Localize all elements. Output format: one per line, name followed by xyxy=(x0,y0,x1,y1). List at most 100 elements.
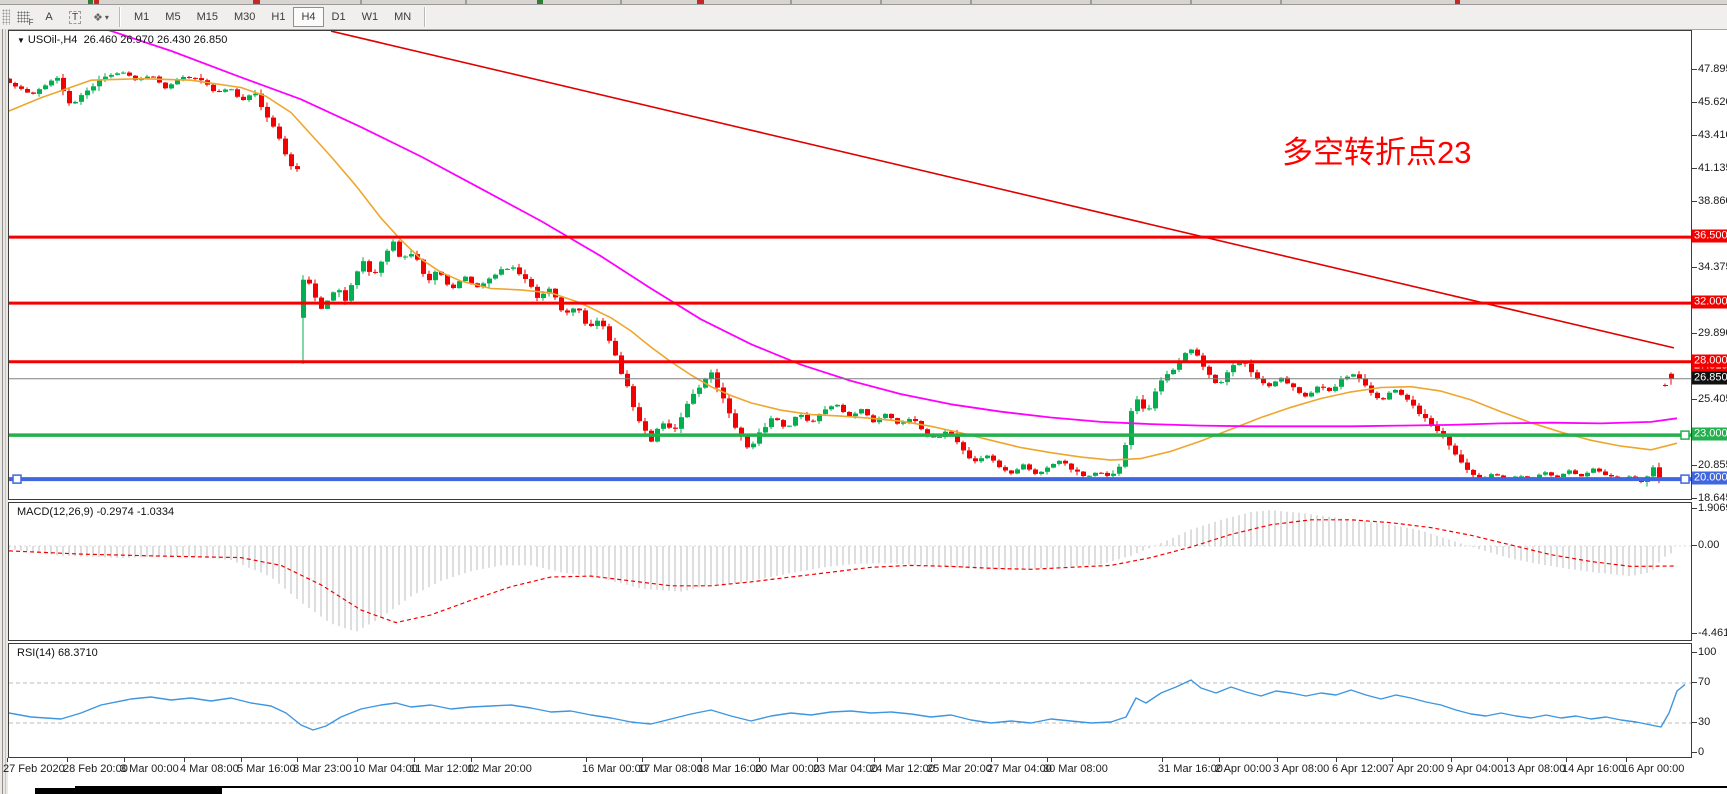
time-tick-mark xyxy=(1277,758,1278,762)
time-tick-label: 31 Mar 16:00 xyxy=(1158,763,1223,775)
arrow-tool-icon: A xyxy=(45,11,53,23)
time-tick-mark xyxy=(471,758,472,762)
timeframe-m5-button[interactable]: M5 xyxy=(165,11,181,23)
time-tick-mark xyxy=(1626,758,1627,762)
time-tick-mark xyxy=(642,758,643,762)
macd-indicator-panel[interactable]: MACD(12,26,9) -0.2974 -1.0334 xyxy=(8,502,1692,641)
price-tick-mark xyxy=(1692,267,1697,268)
rsi-tick-mark xyxy=(1692,682,1697,683)
rsi-tick-mark xyxy=(1692,652,1697,653)
chart-text-annotation[interactable]: 多空转折点23 xyxy=(1282,135,1472,170)
time-tick-label: 2 Apr 00:00 xyxy=(1215,763,1272,775)
macd-tick-mark xyxy=(1692,508,1697,509)
time-tick-label: 3 Apr 08:00 xyxy=(1273,763,1330,775)
price-tick-mark xyxy=(1692,168,1697,169)
toolbar-fragment xyxy=(1090,0,1092,4)
price-tick-mark xyxy=(1692,465,1697,466)
scrollbar-thumb[interactable] xyxy=(35,788,222,794)
time-tick-mark xyxy=(1162,758,1163,762)
time-tick-label: 16 Mar 00:00 xyxy=(582,763,647,775)
hline-23[interactable] xyxy=(9,430,1691,440)
time-tick-mark xyxy=(357,758,358,762)
price-tick-mark xyxy=(1692,102,1697,103)
rsi-indicator-panel[interactable]: RSI(14) 68.3710 xyxy=(8,643,1692,758)
timeframe-m1-button[interactable]: M1 xyxy=(134,11,150,23)
time-tick-label: 20 Mar 00:00 xyxy=(755,763,820,775)
timeframe-h1-button[interactable]: H1 xyxy=(271,11,286,23)
price-tick-label: 18.645 xyxy=(1698,492,1727,504)
timeframe-m30-button[interactable]: M30 xyxy=(233,11,256,23)
time-tick-mark xyxy=(759,758,760,762)
time-tick-label: 27 Mar 04:00 xyxy=(987,763,1052,775)
time-tick-mark xyxy=(1219,758,1220,762)
time-tick-mark xyxy=(991,758,992,762)
time-tick-label: 7 Apr 20:00 xyxy=(1388,763,1445,775)
toolbar-fragment xyxy=(620,0,622,4)
time-tick-mark xyxy=(1047,758,1048,762)
price-tick-label: 20.855 xyxy=(1698,459,1727,471)
time-tick-mark xyxy=(1507,758,1508,762)
arrow-tool-button[interactable]: A xyxy=(37,6,61,28)
hline-20[interactable] xyxy=(9,474,1691,484)
symbol-dropdown-icon[interactable]: ▼ xyxy=(17,36,25,45)
toolbar-fragment xyxy=(970,0,972,4)
candlestick-chart-canvas[interactable] xyxy=(9,31,1691,499)
time-tick-mark xyxy=(817,758,818,762)
toolbar-fragment xyxy=(880,0,882,4)
time-tick-mark xyxy=(184,758,185,762)
toolbar-fragment xyxy=(537,0,543,4)
price-tick-label: 29.890 xyxy=(1698,327,1727,339)
price-level-badge: 20.000 xyxy=(1692,471,1727,485)
crosshair-grid-button[interactable]: F xyxy=(11,6,35,28)
macd-tick-mark xyxy=(1692,545,1697,546)
price-level-badge: 36.500 xyxy=(1692,229,1727,243)
price-level-badge: 23.000 xyxy=(1692,427,1727,441)
window-left-edge xyxy=(0,29,8,794)
price-tick-label: 38.860 xyxy=(1698,195,1727,207)
toolbar-fragment xyxy=(697,0,704,4)
scrollbar-track-line xyxy=(75,786,1727,788)
price-chart-panel[interactable]: ▼ USOil-,H4 26.460 26.970 26.430 26.850 xyxy=(8,30,1692,500)
text-tool-icon: T xyxy=(68,10,82,24)
time-tick-mark xyxy=(931,758,932,762)
time-tick-label: 9 Apr 04:00 xyxy=(1447,763,1504,775)
macd-signal-line xyxy=(9,519,1675,624)
shapes-tool-button[interactable]: ❖ ▾ xyxy=(89,6,113,28)
time-tick-label: 14 Apr 16:00 xyxy=(1562,763,1625,775)
price-level-badge: 26.850 xyxy=(1692,371,1727,385)
timeframe-h4-button[interactable]: H4 xyxy=(293,7,324,27)
price-tick-label: 45.620 xyxy=(1698,96,1727,108)
time-tick-label: 24 Mar 12:00 xyxy=(870,763,935,775)
timeframe-w1-button[interactable]: W1 xyxy=(361,11,379,23)
macd-label: MACD(12,26,9) -0.2974 -1.0334 xyxy=(17,506,175,518)
chart-title: ▼ USOil-,H4 26.460 26.970 26.430 26.850 xyxy=(17,34,227,46)
time-tick-label: 6 Apr 12:00 xyxy=(1332,763,1389,775)
time-tick-mark xyxy=(701,758,702,762)
price-level-badge: 28.000 xyxy=(1692,354,1727,368)
rsi-chart-canvas[interactable] xyxy=(9,644,1691,757)
time-tick-mark xyxy=(7,758,8,762)
chevron-down-icon: ▾ xyxy=(104,12,109,22)
text-tool-button[interactable]: T xyxy=(63,6,87,28)
time-tick-mark xyxy=(1336,758,1337,762)
time-tick-label: 17 Mar 08:00 xyxy=(638,763,703,775)
time-tick-label: 27 Feb 2020 xyxy=(3,763,65,775)
time-tick-mark xyxy=(414,758,415,762)
time-tick-mark xyxy=(297,758,298,762)
toolbar-fragment xyxy=(360,0,362,4)
price-tick-label: 43.410 xyxy=(1698,129,1727,141)
time-tick-label: 23 Mar 04:00 xyxy=(813,763,878,775)
macd-chart-canvas[interactable] xyxy=(9,503,1691,640)
time-tick-label: 16 Apr 00:00 xyxy=(1622,763,1685,775)
toolbar-fragment xyxy=(253,0,260,4)
toolbar-drag-handle[interactable] xyxy=(2,9,10,25)
price-tick-mark xyxy=(1692,201,1697,202)
timeframe-mn-button[interactable]: MN xyxy=(394,11,412,23)
timeframe-d1-button[interactable]: D1 xyxy=(331,11,346,23)
chart-ohlc-values: 26.460 26.970 26.430 26.850 xyxy=(83,34,228,46)
macd-tick-label: 1.9069 xyxy=(1698,502,1727,514)
rsi-tick-mark xyxy=(1692,752,1697,753)
macd-tick-mark xyxy=(1692,633,1697,634)
timeframe-m15-button[interactable]: M15 xyxy=(196,11,218,23)
